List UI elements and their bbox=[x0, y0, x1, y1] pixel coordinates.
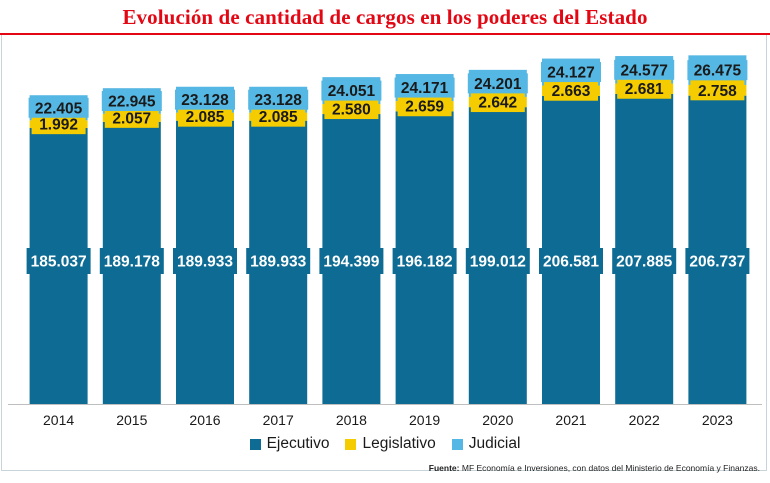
legend-item-ejecutivo: Ejecutivo bbox=[249, 435, 330, 453]
label-judicial-2021: 24.127 bbox=[547, 65, 594, 82]
legend-swatch-judicial bbox=[451, 438, 463, 450]
label-judicial-2015-box bbox=[101, 91, 162, 112]
label-ejecutivo-2018-box bbox=[319, 248, 384, 274]
label-ejecutivo-2021-box bbox=[539, 248, 603, 274]
label-judicial-2019: 24.171 bbox=[401, 80, 449, 97]
legend-label-judicial: Judicial bbox=[468, 435, 521, 452]
legend-swatch-legislativo bbox=[345, 438, 357, 450]
label-judicial-2016: 23.128 bbox=[181, 92, 229, 109]
legend-label-ejecutivo: Ejecutivo bbox=[266, 435, 330, 452]
label-judicial-2017: 23.128 bbox=[254, 92, 302, 109]
label-judicial-2023: 26.475 bbox=[694, 63, 742, 80]
source-note: Fuente: MF Economía e Inversiones, con d… bbox=[429, 463, 760, 473]
legend-item-legislativo: Legislativo bbox=[345, 435, 436, 453]
label-ejecutivo-2020: 199.012 bbox=[470, 254, 526, 271]
label-ejecutivo-2020-box bbox=[465, 248, 530, 274]
label-legislativo-2020: 2.642 bbox=[478, 95, 517, 112]
label-judicial-2014: 22.405 bbox=[35, 100, 83, 117]
label-legislativo-2015-box bbox=[104, 107, 159, 128]
x-tick-label-2016: 2016 bbox=[189, 412, 220, 428]
label-legislativo-2019-box bbox=[397, 96, 452, 117]
label-legislativo-2014: 1.992 bbox=[39, 117, 78, 134]
label-legislativo-2017-box bbox=[251, 106, 306, 127]
label-ejecutivo-2014: 185.037 bbox=[31, 254, 87, 271]
chart-title: Evolución de cantidad de cargos en los p… bbox=[122, 4, 648, 29]
label-ejecutivo-2022: 207.885 bbox=[616, 254, 672, 271]
label-legislativo-2015: 2.057 bbox=[112, 110, 151, 127]
label-ejecutivo-2017: 189.933 bbox=[250, 254, 306, 271]
label-judicial-2018: 24.051 bbox=[328, 83, 376, 100]
label-ejecutivo-2018: 194.399 bbox=[323, 254, 379, 271]
x-tick-label-2018: 2018 bbox=[336, 412, 367, 428]
label-legislativo-2021-box bbox=[544, 80, 598, 101]
x-tick-label-2019: 2019 bbox=[409, 412, 440, 428]
x-tick-label-2017: 2017 bbox=[263, 412, 294, 428]
x-tick-label-2023: 2023 bbox=[702, 412, 733, 428]
label-judicial-2016-box bbox=[175, 89, 235, 110]
label-legislativo-2022: 2.681 bbox=[625, 81, 664, 98]
label-legislativo-2023-box bbox=[690, 80, 745, 101]
label-judicial-2020: 24.201 bbox=[474, 76, 522, 93]
x-tick-label-2015: 2015 bbox=[116, 412, 147, 428]
chart-title-bar: Evolución de cantidad de cargos en los p… bbox=[0, 0, 770, 34]
legend-item-judicial: Judicial bbox=[451, 435, 521, 453]
title-underline bbox=[0, 33, 770, 35]
label-judicial-2018-box bbox=[321, 80, 382, 101]
label-ejecutivo-2016-box bbox=[173, 248, 237, 274]
source-label: Fuente: bbox=[428, 463, 460, 473]
source-text: MF Economía e Inversiones, con datos del… bbox=[461, 463, 760, 473]
label-legislativo-2017: 2.085 bbox=[259, 109, 298, 126]
label-ejecutivo-2015-box bbox=[99, 248, 164, 274]
label-ejecutivo-2019-box bbox=[392, 248, 457, 274]
label-ejecutivo-2022-box bbox=[612, 248, 677, 274]
label-judicial-2022-box bbox=[614, 59, 675, 80]
x-tick-label-2014: 2014 bbox=[43, 412, 74, 428]
label-ejecutivo-2023: 206.737 bbox=[689, 254, 745, 271]
label-legislativo-2016-box bbox=[178, 106, 232, 127]
label-ejecutivo-2023-box bbox=[685, 248, 750, 274]
label-judicial-2023-box bbox=[687, 60, 748, 81]
label-legislativo-2016: 2.085 bbox=[186, 109, 225, 126]
label-legislativo-2014-box bbox=[31, 114, 86, 135]
label-legislativo-2021: 2.663 bbox=[552, 83, 591, 100]
label-ejecutivo-2014-box bbox=[26, 248, 91, 274]
x-tick-label-2021: 2021 bbox=[555, 412, 586, 428]
label-ejecutivo-2016: 189.933 bbox=[177, 254, 233, 271]
label-legislativo-2020-box bbox=[470, 92, 525, 113]
chart-legend: Ejecutivo Legislativo Judicial bbox=[0, 433, 770, 455]
label-legislativo-2018: 2.580 bbox=[332, 102, 371, 119]
x-tick-label-2020: 2020 bbox=[482, 412, 513, 428]
chart-frame bbox=[1, 35, 767, 471]
label-judicial-2017-box bbox=[248, 89, 309, 110]
label-legislativo-2019: 2.659 bbox=[405, 99, 444, 116]
label-judicial-2019-box bbox=[394, 77, 455, 98]
label-judicial-2022: 24.577 bbox=[620, 62, 667, 79]
label-legislativo-2022-box bbox=[617, 78, 672, 99]
label-ejecutivo-2021: 206.581 bbox=[543, 254, 599, 271]
label-legislativo-2023: 2.758 bbox=[698, 83, 737, 100]
x-tick-label-2022: 2022 bbox=[629, 412, 660, 428]
label-legislativo-2018-box bbox=[324, 99, 379, 120]
label-judicial-2020-box bbox=[467, 73, 528, 94]
label-judicial-2021-box bbox=[541, 62, 601, 83]
legend-swatch-ejecutivo bbox=[249, 438, 261, 450]
label-ejecutivo-2019: 196.182 bbox=[397, 254, 453, 271]
label-ejecutivo-2017-box bbox=[246, 248, 311, 274]
legend-label-legislativo: Legislativo bbox=[362, 435, 436, 452]
label-ejecutivo-2015: 189.178 bbox=[104, 254, 160, 271]
label-judicial-2015: 22.945 bbox=[108, 94, 156, 111]
label-judicial-2014-box bbox=[28, 97, 89, 118]
